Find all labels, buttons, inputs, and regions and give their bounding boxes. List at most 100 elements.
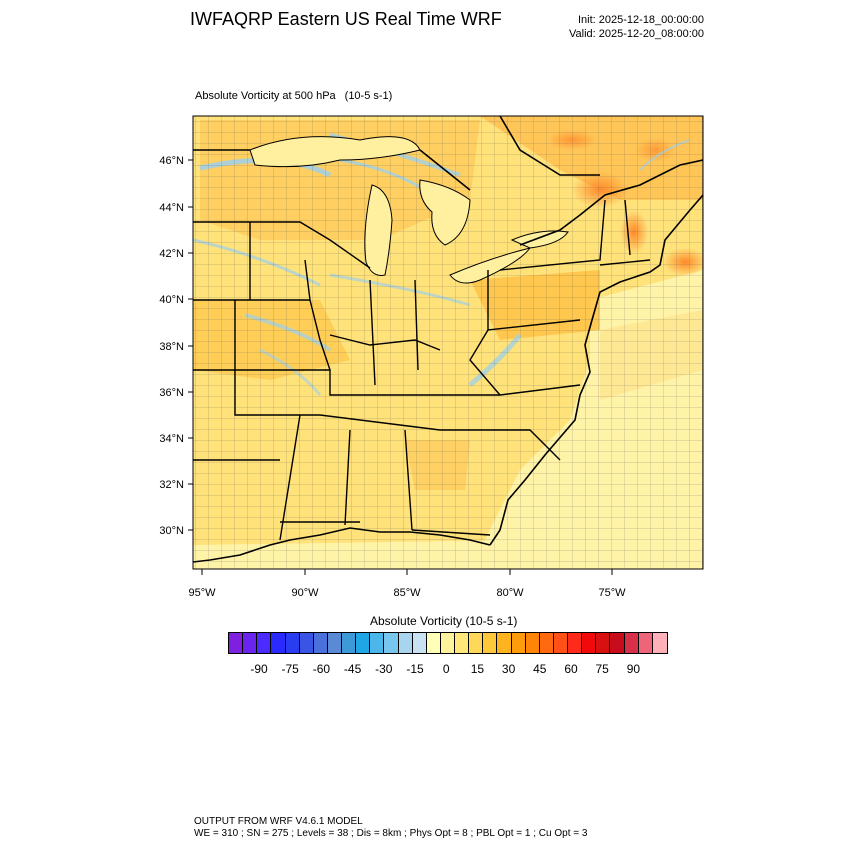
lake-michigan xyxy=(364,184,393,276)
colorbar-tick-label: -60 xyxy=(312,662,331,676)
colorbar-swatch xyxy=(426,633,441,653)
footer-info: OUTPUT FROM WRF V4.6.1 MODEL WE = 310 ; … xyxy=(194,816,587,840)
colorbar-swatch xyxy=(483,633,498,653)
colorbar-swatch xyxy=(370,633,385,653)
lake-erie xyxy=(449,247,532,284)
lat-tick-label: 32°N xyxy=(159,479,184,491)
lat-tick-label: 44°N xyxy=(159,202,184,214)
colorbar-tick-label: 60 xyxy=(564,662,578,676)
colorbar-swatch xyxy=(624,633,639,653)
gulf-coast xyxy=(193,527,491,563)
colorbar-swatch xyxy=(539,633,554,653)
colorbar-swatch xyxy=(440,633,455,653)
state-line-19 xyxy=(624,199,631,256)
lake-huron xyxy=(419,179,471,246)
colorbar-swatch xyxy=(638,633,653,653)
colorbar-swatch xyxy=(652,633,667,653)
state-line-9 xyxy=(279,414,301,541)
colorbar-swatch xyxy=(229,633,244,653)
colorbar-tick-label: 75 xyxy=(595,662,609,676)
latitude-axis: 30°N 32°N 34°N 36°N 38°N 40°N 42°N 44°N 46°N xyxy=(159,155,193,537)
legend-title: Absolute Vorticity (10-5 s-1) xyxy=(370,614,518,628)
colorbar-swatch xyxy=(342,633,357,653)
colorbar-swatch xyxy=(356,633,371,653)
state-line-20 xyxy=(469,329,501,396)
lon-tick-label: 80°W xyxy=(496,587,524,599)
state-line-4 xyxy=(234,300,320,416)
great-lakes xyxy=(249,136,569,284)
county-lines xyxy=(193,116,703,569)
colorbar-swatch xyxy=(412,633,427,653)
field-label: Absolute Vorticity at 500 hPa xyxy=(195,90,336,102)
init-time: Init: 2025-12-18_00:00:00 xyxy=(578,14,704,26)
colorbar-swatch xyxy=(469,633,484,653)
lat-tick-label: 30°N xyxy=(159,525,184,537)
state-boundaries xyxy=(193,199,651,541)
colorbar-tick-label: 0 xyxy=(442,662,450,676)
plot-subtitle: Absolute Vorticity at 500 hPa (10-5 s-1) xyxy=(195,90,392,102)
lake-ontario xyxy=(510,230,569,249)
colorbar-swatch xyxy=(384,633,399,653)
quebec-outline xyxy=(499,116,600,176)
colorbar-swatch xyxy=(243,633,258,653)
state-line-15 xyxy=(319,414,441,431)
lon-tick-label: 75°W xyxy=(598,587,626,599)
colorbar-swatch xyxy=(455,633,470,653)
state-line-8 xyxy=(414,279,419,371)
colorbar-tick-label: -45 xyxy=(343,662,362,676)
state-line-17 xyxy=(499,199,606,271)
colorbar-swatch xyxy=(511,633,526,653)
colorbar-swatch xyxy=(313,633,328,653)
lat-tick-label: 40°N xyxy=(159,294,184,306)
colorbar-swatch xyxy=(497,633,512,653)
field-units: (10-5 s-1) xyxy=(344,90,393,102)
colorbar-swatch xyxy=(553,633,568,653)
lat-tick-label: 46°N xyxy=(159,155,184,167)
colorbar-swatch xyxy=(525,633,540,653)
lon-tick-label: 95°W xyxy=(188,587,216,599)
longitude-axis: 95°W 90°W 85°W 80°W 75°W xyxy=(188,569,626,599)
colorbar-swatch xyxy=(299,633,314,653)
lon-tick-label: 85°W xyxy=(393,587,421,599)
map-frame xyxy=(192,115,704,570)
colorbar-tick-label: -30 xyxy=(375,662,393,676)
state-line-7 xyxy=(369,279,376,386)
atlantic-coast xyxy=(489,194,703,546)
state-line-21 xyxy=(329,334,441,351)
state-line-10 xyxy=(344,429,351,526)
main-title: IWFAQRP Eastern US Real Time WRF xyxy=(190,9,502,29)
footer-line-1: OUTPUT FROM WRF V4.6.1 MODEL xyxy=(194,816,363,827)
state-line-3 xyxy=(193,369,581,396)
lake-superior xyxy=(249,136,421,168)
state-line-1 xyxy=(193,221,371,269)
colorbar-swatch xyxy=(568,633,583,653)
lat-tick-label: 34°N xyxy=(159,433,184,445)
colorbar-tick-label: -15 xyxy=(406,662,424,676)
lat-tick-label: 36°N xyxy=(159,387,184,399)
state-line-6 xyxy=(304,259,331,371)
colorbar-swatch xyxy=(285,633,300,653)
colorbar-tick-label: 45 xyxy=(533,662,547,676)
map-panel xyxy=(193,116,703,569)
state-line-18 xyxy=(599,259,651,266)
lat-tick-label: 38°N xyxy=(159,341,184,353)
colorbar-tick-label: 90 xyxy=(626,662,641,676)
colorbar-swatch xyxy=(596,633,611,653)
colorbar-swatch xyxy=(398,633,413,653)
state-line-13 xyxy=(411,529,491,536)
valid-time: Valid: 2025-12-20_08:00:00 xyxy=(569,28,704,40)
init-valid-block: Init: 2025-12-18_00:00:00 Valid: 2025-12… xyxy=(540,13,704,41)
state-line-11 xyxy=(404,429,413,531)
lat-tick-label: 42°N xyxy=(159,248,184,260)
canada-border xyxy=(193,149,703,246)
coastline xyxy=(193,116,703,563)
colorbar-swatch xyxy=(582,633,597,653)
colorbar-tick-label: -90 xyxy=(250,662,268,676)
colorbar-swatch xyxy=(610,633,625,653)
colorbar-tick-label: 15 xyxy=(470,662,485,676)
colorbar-tick-label: -75 xyxy=(281,662,299,676)
lon-tick-label: 90°W xyxy=(291,587,319,599)
colorbar-swatch xyxy=(257,633,272,653)
colorbar xyxy=(228,632,668,654)
